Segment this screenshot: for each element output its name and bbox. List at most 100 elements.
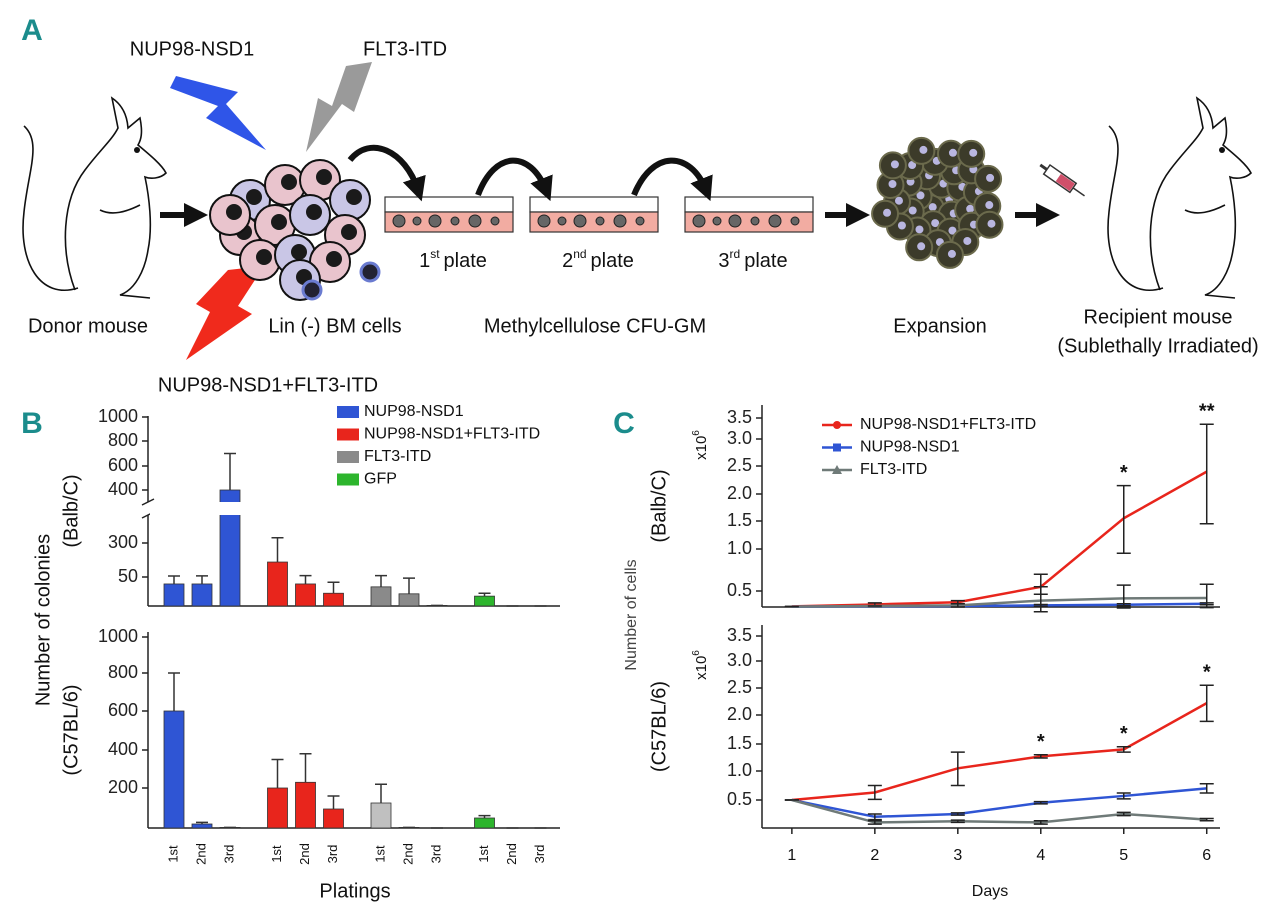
- plate-suffix: rd: [730, 247, 741, 261]
- error-bar: [950, 603, 965, 608]
- y-tick-label: 3.5: [727, 407, 752, 427]
- significance-mark: *: [1037, 731, 1045, 753]
- error-bar: [1033, 586, 1048, 613]
- x-axis-label: Platings: [319, 880, 390, 902]
- x-tick-label: 2nd: [297, 843, 312, 865]
- y-tick-label: 0.5: [727, 580, 752, 600]
- legend-marker: [833, 421, 841, 429]
- error-bar: [1199, 817, 1214, 822]
- bar: [474, 595, 495, 607]
- x-tick-label: 3rd: [221, 845, 236, 864]
- y-tick-label: 1.0: [727, 538, 752, 558]
- y-tick-label: 1000: [98, 626, 138, 646]
- expanded-nucleus: [987, 219, 996, 228]
- mouse-arm: [99, 204, 141, 214]
- y-tick-label: 1.0: [727, 760, 752, 780]
- plate-word: plate: [744, 250, 787, 272]
- y-axis-label: Number of cells: [623, 559, 640, 670]
- error-bar: [327, 795, 340, 809]
- colony: [490, 216, 500, 226]
- error-bar: [478, 592, 491, 597]
- recipient-mouse: [1107, 96, 1252, 299]
- bar: [370, 586, 392, 607]
- y-tick-label: 400: [108, 739, 138, 759]
- y-tick-label: 400: [108, 479, 138, 499]
- error-bar: [867, 813, 882, 821]
- error-bar: [1116, 484, 1131, 554]
- lightning-blue: [170, 76, 266, 150]
- x-tick-label: 2nd: [504, 843, 519, 865]
- cell: [301, 279, 323, 301]
- x-tick-label: 3rd: [428, 845, 443, 864]
- mouse-eye: [1219, 147, 1225, 153]
- error-bar: [1116, 792, 1131, 800]
- legend-swatch: [337, 473, 359, 486]
- y-tick-label: 3.0: [727, 650, 752, 670]
- plate-number: 2: [562, 250, 573, 272]
- syringe-plunger: [1039, 163, 1048, 171]
- cell-nucleus: [271, 214, 287, 230]
- x-tick-label: 6: [1202, 847, 1211, 864]
- legend-label: NUP98-NSD1: [364, 403, 464, 420]
- significance-mark: *: [1120, 462, 1128, 484]
- y-axis-label: Number of colonies: [32, 534, 54, 706]
- expanded-nucleus: [948, 148, 957, 157]
- error-bar: [950, 751, 965, 787]
- expanded-nucleus: [947, 249, 956, 258]
- cell-nucleus: [256, 249, 272, 265]
- y-tick-label: 800: [108, 430, 138, 450]
- error-bar: [1116, 745, 1131, 753]
- y-tick-label: 1.5: [727, 510, 752, 530]
- cell-nucleus: [291, 244, 307, 260]
- bar: [191, 583, 213, 607]
- expanded-nucleus: [916, 191, 925, 200]
- y-tick-label: 1.5: [727, 733, 752, 753]
- curved-arrow: [631, 157, 713, 202]
- colony: [428, 214, 442, 228]
- error-bar: [403, 577, 415, 594]
- cell-nucleus: [316, 169, 332, 185]
- error-bar: [224, 452, 236, 490]
- y-axis-sublabel: (Balb/C): [648, 469, 670, 542]
- expanded-nucleus: [883, 208, 892, 217]
- cell-nucleus: [341, 224, 357, 240]
- line: [791, 596, 1207, 608]
- legend-swatch: [337, 428, 359, 441]
- syringe-needle: [1072, 187, 1085, 197]
- expanded-nucleus: [963, 236, 972, 245]
- colony: [613, 214, 627, 228]
- expanded-nucleus: [966, 204, 975, 213]
- legend-swatch: [337, 451, 359, 463]
- bar: [295, 781, 316, 829]
- y-tick-label: 600: [108, 455, 138, 475]
- colony: [790, 216, 800, 226]
- plate-number: 3: [718, 250, 729, 272]
- y-tick-label: 1000: [98, 406, 138, 426]
- line: [791, 798, 1207, 824]
- error-bar: [299, 753, 312, 783]
- error-bar: [1116, 811, 1131, 817]
- legend-label: NUP98-NSD1+FLT3-ITD: [860, 416, 1036, 433]
- error-bar: [1033, 800, 1048, 805]
- agent-label: FLT3-ITD: [363, 38, 447, 60]
- cell-nucleus: [346, 189, 362, 205]
- error-bar: [375, 783, 387, 803]
- colony: [537, 214, 551, 228]
- cell-nucleus: [281, 174, 297, 190]
- legend-label: FLT3-ITD: [860, 461, 927, 478]
- curved-arrow: [347, 144, 426, 202]
- line: [791, 702, 1208, 802]
- plate-label: 2nd plate: [562, 247, 634, 272]
- bar: [267, 787, 288, 829]
- x-axis-label: Days: [972, 883, 1008, 900]
- x-tick-label: 3rd: [325, 845, 340, 864]
- plate-lid: [684, 196, 814, 213]
- expanded-nucleus: [908, 161, 917, 170]
- cell-nucleus: [326, 251, 342, 267]
- error-bar: [1033, 754, 1048, 759]
- error-bar: [1116, 584, 1131, 609]
- y-tick-label: 3.5: [727, 625, 752, 645]
- mouse-body: [1149, 96, 1252, 299]
- x-tick-label: 1st: [372, 845, 387, 863]
